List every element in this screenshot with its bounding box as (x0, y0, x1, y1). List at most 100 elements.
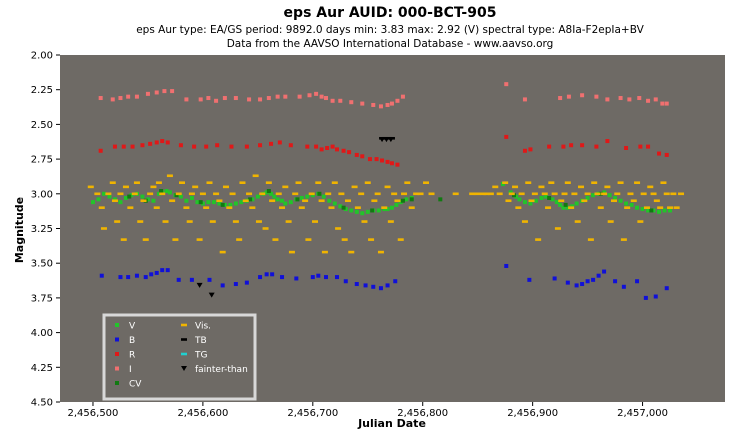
data-point-vis- (131, 192, 138, 196)
data-point-r (192, 144, 197, 149)
data-point-r (341, 148, 346, 153)
data-point-v (338, 204, 343, 209)
data-point-i (400, 94, 405, 99)
data-point-vis- (505, 199, 512, 203)
data-point-cv (220, 202, 225, 207)
data-point-i (378, 104, 383, 109)
data-point-vis- (578, 185, 585, 189)
data-point-v (565, 205, 570, 210)
data-point-r (330, 144, 335, 149)
x-tick-label: 2,457,000 (617, 408, 668, 419)
data-point-b (264, 272, 269, 277)
data-point-vis- (255, 220, 262, 223)
data-point-v (250, 197, 255, 202)
x-tick-label: 2,456,500 (68, 408, 119, 419)
data-point-v (123, 195, 128, 200)
data-point-b (207, 277, 212, 282)
data-point-b (371, 284, 376, 289)
data-point-v (272, 194, 277, 199)
data-point-v (508, 190, 513, 195)
data-point-r (154, 140, 159, 145)
data-point-v (96, 197, 101, 202)
data-point-b (176, 277, 181, 282)
data-point-r (605, 139, 610, 144)
data-point-r (547, 144, 552, 149)
y-tick-label: 4.50 (31, 398, 53, 409)
data-point-v (343, 207, 348, 212)
data-point-vis- (538, 185, 545, 189)
y-tick-label: 2.50 (31, 120, 53, 131)
data-point-vis- (166, 174, 173, 178)
data-point-vis- (673, 206, 680, 209)
data-point-v (140, 194, 145, 199)
data-point-vis- (265, 181, 272, 184)
data-point-vis- (133, 181, 140, 184)
data-point-v (327, 198, 332, 203)
data-point-i (214, 98, 219, 103)
data-point-i (522, 97, 527, 102)
data-point-i (660, 101, 665, 106)
data-point-i (145, 91, 150, 96)
data-point-b (653, 294, 658, 299)
data-point-b (165, 268, 170, 273)
data-point-vis- (610, 199, 617, 203)
data-point-vis- (127, 206, 134, 209)
data-point-b (143, 275, 148, 280)
data-point-v (299, 195, 304, 200)
data-point-vis- (219, 250, 226, 254)
data-point-v (178, 194, 183, 199)
data-point-vis- (315, 181, 322, 184)
data-point-b (343, 279, 348, 284)
data-point-vis- (624, 206, 631, 209)
y-tick-label: 3.75 (31, 293, 53, 304)
data-point-vis- (487, 192, 494, 196)
data-point-r (646, 144, 651, 149)
data-point-vis- (288, 250, 295, 254)
data-point-vis- (620, 238, 627, 241)
data-point-vis- (394, 199, 401, 203)
data-point-r (130, 144, 135, 149)
data-point-vis- (469, 192, 476, 196)
data-point-v (389, 205, 394, 210)
data-point-b (160, 268, 165, 273)
data-point-i (162, 89, 167, 94)
data-point-v (629, 202, 634, 207)
data-point-i (118, 96, 123, 101)
data-point-b (385, 283, 390, 288)
data-point-fainter-than (383, 137, 390, 143)
data-point-vis- (521, 220, 528, 223)
data-point-v (376, 208, 381, 213)
data-point-b (316, 273, 321, 278)
data-point-vis- (670, 192, 677, 196)
data-point-vis- (183, 206, 190, 209)
data-point-v (394, 202, 399, 207)
plot-area (60, 55, 725, 402)
data-point-vis- (159, 192, 166, 196)
data-point-cv (341, 205, 346, 210)
data-point-r (664, 152, 669, 157)
data-point-vis- (551, 192, 558, 196)
data-point-v (288, 200, 293, 205)
data-point-i (198, 97, 203, 102)
data-point-vis- (105, 192, 112, 196)
data-point-vis- (637, 220, 644, 223)
data-point-v (217, 201, 222, 206)
legend-label: Vis. (195, 322, 211, 332)
data-point-v (239, 200, 244, 205)
data-point-vis- (269, 199, 276, 203)
data-point-b (527, 277, 532, 282)
data-point-v (310, 193, 315, 198)
data-point-i (307, 93, 312, 98)
data-point-v (517, 197, 522, 202)
legend-label: V (129, 322, 136, 332)
data-point-vis- (203, 206, 210, 209)
data-point-vis- (374, 192, 381, 196)
data-point-vis- (678, 192, 685, 196)
data-point-vis- (525, 181, 532, 184)
data-point-r (112, 144, 117, 149)
data-point-vis- (384, 185, 391, 189)
data-point-v (657, 209, 662, 214)
legend-marker-b (115, 337, 119, 342)
data-point-r (229, 144, 234, 149)
data-point-v (305, 194, 310, 199)
